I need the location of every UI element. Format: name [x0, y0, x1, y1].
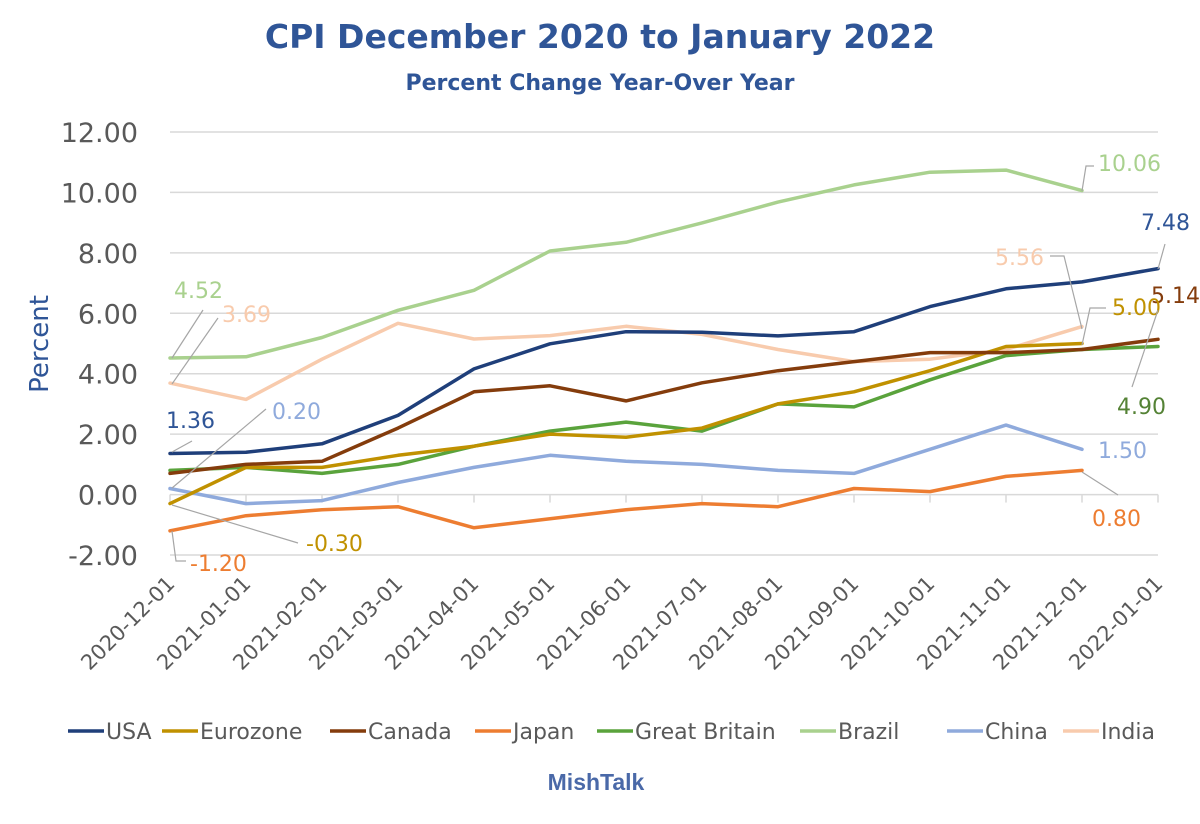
y-tick-label: 10.00	[61, 178, 138, 209]
legend-label: Japan	[511, 720, 574, 745]
y-tick-label: 2.00	[78, 420, 138, 451]
leader-line	[171, 440, 193, 453]
data-label: 1.36	[166, 409, 215, 434]
leader-line	[171, 408, 267, 489]
y-tick-label: 4.00	[78, 360, 138, 391]
legend-item-india[interactable]: India	[1063, 720, 1155, 745]
y-tick-label: -2.00	[68, 541, 138, 572]
legend-label: Brazil	[838, 720, 899, 745]
data-label: -0.30	[306, 532, 363, 557]
chart-subtitle: Percent Change Year-Over Year	[406, 71, 795, 96]
series-line-china	[168, 423, 1084, 506]
y-tick-label: 6.00	[78, 299, 138, 330]
leader-line	[171, 504, 299, 544]
data-label: 5.00	[1112, 296, 1161, 321]
series-line-usa	[168, 266, 1160, 456]
data-label: 7.48	[1141, 211, 1190, 236]
legend-label: USA	[106, 720, 152, 745]
data-label: 3.69	[222, 303, 271, 328]
legend-item-brazil[interactable]: Brazil	[800, 720, 899, 745]
legend-item-japan[interactable]: Japan	[475, 720, 574, 745]
y-tick-label: 0.00	[78, 481, 138, 512]
data-label: 0.80	[1092, 507, 1141, 532]
series-line-japan	[168, 468, 1084, 533]
data-label: 4.90	[1117, 395, 1166, 420]
legend-label: Canada	[368, 720, 452, 745]
legend-item-usa[interactable]: USA	[68, 720, 152, 745]
series-line-canada	[168, 337, 1160, 476]
y-axis-label: Percent	[25, 295, 55, 393]
data-label: 1.50	[1098, 439, 1147, 464]
leader-line	[1081, 471, 1119, 496]
leader-line	[1050, 255, 1083, 330]
leader-line	[171, 309, 204, 359]
data-label: 4.52	[174, 279, 223, 304]
y-tick-label: 8.00	[78, 239, 138, 270]
legend-item-china[interactable]: China	[947, 720, 1048, 745]
series-line-eurozone	[168, 341, 1084, 506]
legend-label: Eurozone	[200, 720, 302, 745]
leader-line	[171, 530, 186, 562]
legend: USA Eurozone Canada Japan Great Britain Brazi…	[68, 720, 1155, 745]
y-tick-label: 12.00	[61, 118, 138, 149]
leader-line	[1157, 243, 1166, 270]
leader-line	[1131, 309, 1159, 388]
y-axis-ticks: -2.00 0.00 2.00 4.00 6.00 8.00 10.00 12.00	[61, 118, 138, 572]
series-lines	[168, 168, 1160, 533]
chart-title: CPI December 2020 to January 2022	[265, 17, 935, 56]
series-line-india	[168, 321, 1084, 402]
footer-source: MishTalk	[548, 769, 645, 795]
data-label: 5.14	[1151, 284, 1200, 309]
series-line-great-britain	[168, 344, 1160, 476]
leader-line	[1081, 165, 1094, 192]
data-label: 5.56	[995, 246, 1044, 271]
legend-label: India	[1101, 720, 1155, 745]
data-label: 0.20	[272, 400, 321, 425]
legend-item-eurozone[interactable]: Eurozone	[162, 720, 302, 745]
data-labels: 4.523.69 1.36 0.20 -0.30 -1.20 10.06 7.48 5.56 5…	[166, 152, 1200, 577]
data-label: 10.06	[1098, 152, 1161, 177]
legend-label: China	[985, 720, 1048, 745]
gridlines	[170, 131, 1158, 556]
leader-line	[171, 317, 219, 385]
x-axis-ticks: 2020-12-012021-01-012021-02-012021-03-01…	[76, 494, 1168, 675]
legend-item-great-britain[interactable]: Great Britain	[597, 720, 776, 745]
series-line-brazil	[168, 168, 1084, 360]
legend-label: Great Britain	[635, 720, 776, 745]
legend-item-canada[interactable]: Canada	[330, 720, 452, 745]
data-label: -1.20	[190, 552, 247, 577]
leader-line	[1081, 307, 1106, 346]
